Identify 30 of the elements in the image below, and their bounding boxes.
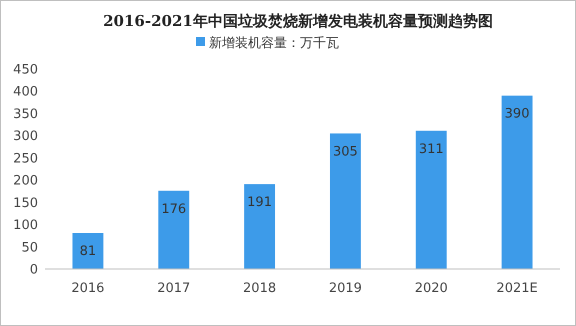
data-label: 191 bbox=[247, 195, 272, 210]
chart-title: 2016-2021年中国垃圾焚烧新增发电装机容量预测趋势图 bbox=[103, 12, 493, 30]
y-tick-label: 250 bbox=[13, 151, 38, 166]
x-tick-label: 2016 bbox=[71, 281, 104, 296]
data-label: 81 bbox=[80, 244, 96, 259]
x-tick-label: 2019 bbox=[328, 281, 362, 296]
data-label: 390 bbox=[504, 106, 530, 122]
x-tick-label: 2021E bbox=[496, 281, 538, 296]
data-label: 305 bbox=[333, 144, 358, 160]
data-label: 311 bbox=[418, 142, 444, 157]
y-tick-label: 300 bbox=[13, 129, 38, 144]
bar bbox=[330, 133, 361, 269]
y-tick-label: 450 bbox=[13, 62, 38, 78]
y-tick-label: 0 bbox=[30, 262, 38, 278]
y-tick-label: 100 bbox=[13, 218, 38, 234]
x-tick-label: 2017 bbox=[157, 281, 190, 296]
bar bbox=[244, 184, 276, 269]
bar bbox=[416, 130, 447, 269]
x-tick-label: 2020 bbox=[414, 281, 448, 296]
bar bbox=[502, 96, 533, 269]
bar bbox=[158, 190, 190, 269]
bar bbox=[72, 233, 104, 269]
y-tick-label: 200 bbox=[13, 174, 38, 189]
y-tick-label: 400 bbox=[13, 84, 38, 100]
y-tick-label: 150 bbox=[13, 196, 38, 211]
legend-label: 新增装机容量：万千瓦 bbox=[209, 35, 339, 51]
x-tick-label: 2018 bbox=[243, 281, 276, 296]
y-tick-label: 50 bbox=[21, 240, 38, 256]
data-label: 176 bbox=[161, 202, 186, 217]
y-tick-label: 350 bbox=[13, 106, 38, 122]
